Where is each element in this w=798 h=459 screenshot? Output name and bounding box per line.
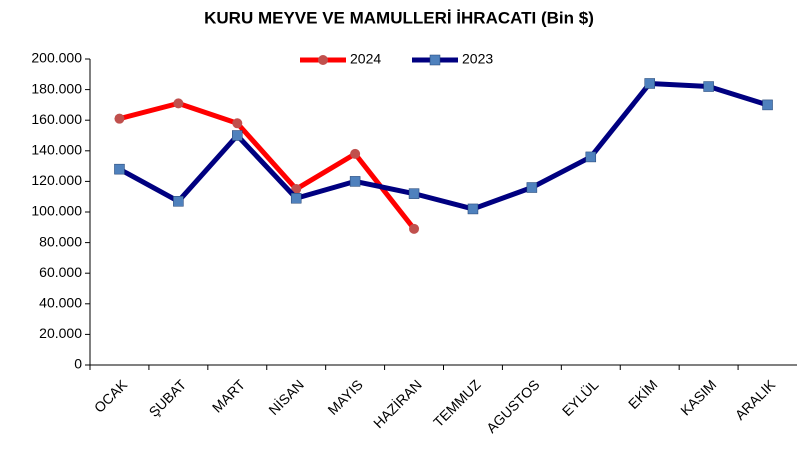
y-tick-label: 0	[74, 356, 82, 372]
y-tick-label: 20.000	[39, 325, 82, 341]
y-tick-label: 120.000	[31, 172, 82, 188]
marker	[232, 118, 243, 129]
marker	[318, 55, 328, 65]
legend-label: 2023	[462, 51, 493, 67]
marker	[350, 148, 361, 159]
marker	[526, 182, 538, 193]
chart-title: KURU MEYVE VE MAMULLERİ İHRACATI (Bin $)	[204, 8, 594, 27]
marker	[408, 188, 420, 199]
marker	[291, 184, 302, 195]
y-tick-label: 200.000	[31, 50, 82, 66]
series-line	[118, 100, 417, 231]
y-tick-label: 100.000	[31, 203, 82, 219]
series-line	[118, 80, 769, 212]
marker	[644, 78, 655, 89]
marker	[585, 151, 597, 163]
marker	[290, 192, 302, 204]
marker	[762, 99, 773, 111]
marker	[467, 203, 479, 215]
y-tick-label: 60.000	[39, 264, 82, 280]
y-tick-label: 140.000	[31, 142, 82, 158]
marker	[114, 113, 125, 124]
y-tick-label: 180.000	[31, 80, 82, 96]
marker	[232, 130, 243, 141]
marker	[429, 54, 441, 66]
marker	[173, 98, 184, 109]
marker	[703, 81, 714, 92]
y-tick-label: 80.000	[39, 233, 82, 249]
y-tick-label: 160.000	[31, 111, 82, 127]
marker	[114, 163, 125, 175]
legend-label: 2024	[350, 51, 381, 67]
marker	[173, 196, 184, 207]
marker	[349, 176, 361, 187]
marker	[409, 223, 420, 234]
y-tick-label: 40.000	[39, 295, 82, 311]
